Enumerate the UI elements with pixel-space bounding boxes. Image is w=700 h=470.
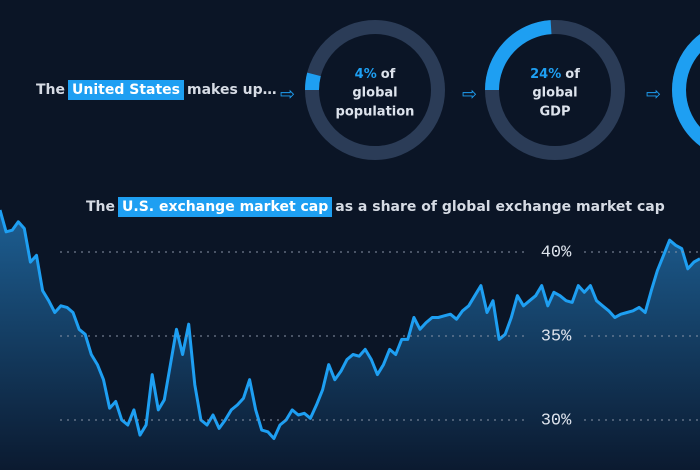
donut-arc <box>305 72 321 91</box>
area <box>0 210 700 470</box>
title-text: as a share of global exchange market cap <box>335 199 665 215</box>
header-highlight: United States <box>68 80 184 100</box>
donut-label: 24% of <box>530 67 580 82</box>
donut-arc <box>485 20 552 91</box>
header-text: makes up… <box>186 82 277 98</box>
arrow: ⇨ <box>462 84 477 105</box>
y-tick-label: 40% <box>541 243 572 262</box>
title-highlight: U.S. exchange market cap <box>118 197 333 217</box>
donut-caption: GDP <box>540 105 571 120</box>
y-tick-label: 30% <box>541 411 572 430</box>
donut-arc-partial <box>672 34 700 146</box>
donut-value-label: 4% <box>355 67 377 82</box>
donut-label: 4% of <box>355 67 396 82</box>
donut-caption: of <box>565 67 580 82</box>
donut-caption: population <box>336 105 415 120</box>
chart-title: The U.S. exchange market cap as a share of… <box>86 197 665 217</box>
line <box>0 209 700 440</box>
header-text: The <box>36 82 66 98</box>
y-tick-label: 35% <box>541 327 572 346</box>
donut-caption: global <box>352 86 397 101</box>
header: The United States makes up… <box>36 80 277 100</box>
title-text: The <box>86 199 116 215</box>
arrow: ⇨ <box>280 84 295 105</box>
donut-caption: of <box>381 67 396 82</box>
donut-value-label: 24% <box>530 67 561 82</box>
arrow: ⇨ <box>646 84 661 105</box>
donut-caption: global <box>532 86 577 101</box>
